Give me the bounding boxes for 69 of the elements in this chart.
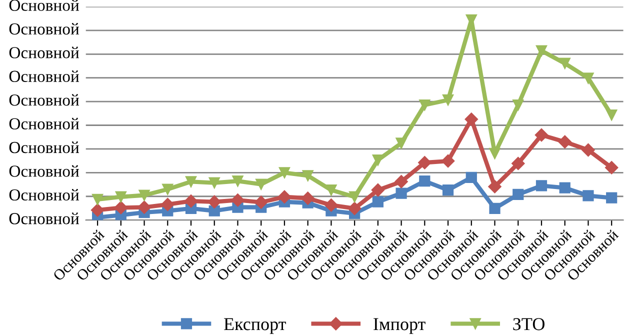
- point: [605, 161, 618, 174]
- point: [582, 190, 594, 202]
- point: [231, 193, 244, 207]
- point: [185, 176, 197, 188]
- point: [138, 200, 151, 214]
- point: [115, 191, 126, 202]
- point: [90, 203, 104, 217]
- point: [394, 175, 408, 188]
- point: [442, 184, 454, 196]
- point: [512, 99, 524, 111]
- point: [559, 58, 570, 69]
- point: [419, 175, 430, 187]
- point: [254, 196, 268, 209]
- point: [558, 135, 572, 148]
- point: [232, 175, 244, 187]
- point: [464, 112, 478, 126]
- point: [441, 154, 455, 168]
- point: [208, 205, 220, 216]
- point: [92, 194, 104, 206]
- point: [348, 202, 362, 216]
- text: Основной: [9, 188, 80, 201]
- point: [372, 196, 384, 208]
- text: Основной: [9, 212, 80, 224]
- point: [489, 148, 500, 159]
- point: [606, 109, 618, 121]
- point: [582, 72, 594, 84]
- point: [418, 156, 432, 170]
- point: [208, 177, 220, 188]
- point: [489, 202, 500, 214]
- legend-label: Імпорт: [374, 318, 426, 334]
- text: Основной: [9, 118, 80, 130]
- point: [559, 182, 570, 194]
- point: [326, 184, 337, 196]
- point: [512, 156, 525, 170]
- point: [278, 167, 290, 178]
- point: [396, 138, 407, 149]
- point: [301, 192, 314, 205]
- point: [372, 154, 384, 166]
- point: [114, 201, 128, 214]
- point: [606, 192, 618, 204]
- text: Основной: [9, 165, 80, 177]
- point: [256, 178, 267, 190]
- point: [184, 194, 198, 208]
- point: [349, 191, 360, 202]
- point: [442, 94, 454, 106]
- point: [512, 188, 524, 200]
- text: Основной: [9, 94, 80, 106]
- point: [466, 172, 477, 184]
- point: [208, 195, 221, 208]
- point: [582, 143, 595, 157]
- point: [371, 183, 385, 197]
- legend-label: ЗТО: [513, 318, 544, 330]
- text: Основной: [9, 46, 80, 58]
- point: [138, 190, 150, 201]
- point: [534, 128, 548, 142]
- point: [161, 198, 174, 212]
- point: [324, 198, 338, 212]
- text: Основной: [9, 23, 80, 35]
- point: [419, 99, 430, 111]
- point: [536, 45, 548, 56]
- point: [162, 184, 174, 195]
- text: Основной: [9, 70, 80, 82]
- legend-label: Експорт: [224, 318, 286, 334]
- text: Основной: [9, 142, 80, 154]
- point: [278, 190, 292, 204]
- point: [396, 188, 407, 199]
- point: [302, 170, 314, 182]
- point: [488, 180, 502, 194]
- point: [536, 180, 548, 192]
